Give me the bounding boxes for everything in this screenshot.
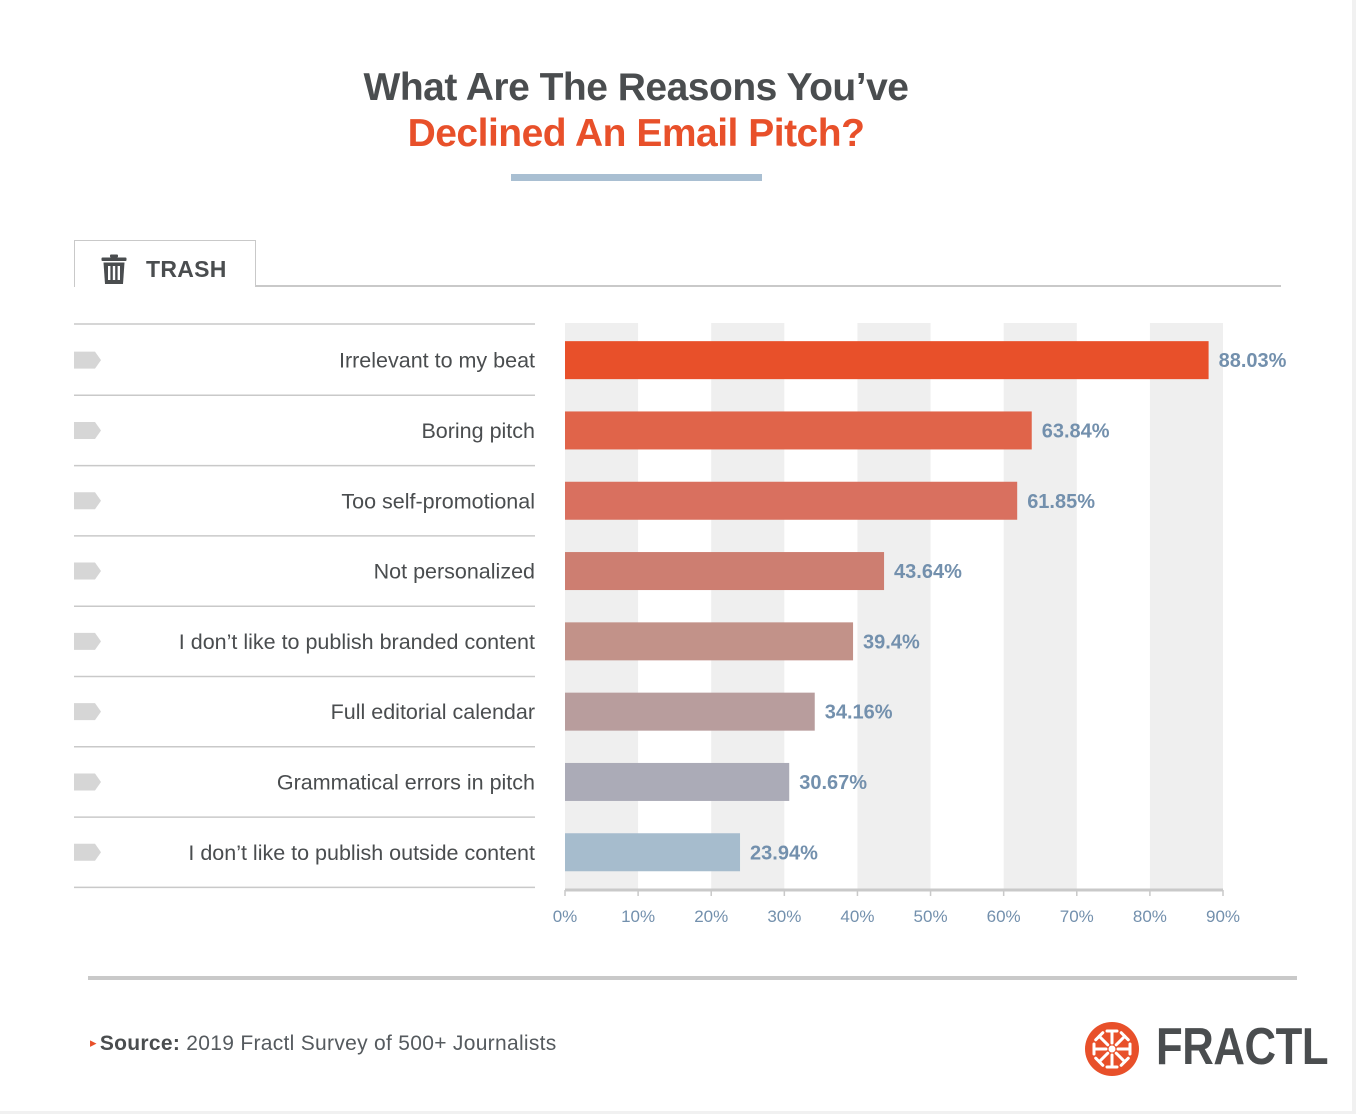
grid-band [857,323,931,890]
logo-ray-cap [1094,1056,1105,1067]
source-note: ▸ Source: 2019 Fractl Survey of 500+ Jour… [90,1032,557,1056]
tag-icon [74,492,101,510]
bar [565,762,790,801]
bar [565,692,815,731]
category-label: Grammatical errors in pitch [277,770,535,794]
logo-ray-cap [1119,1031,1130,1042]
value-label: 39.4% [863,631,920,653]
chart-title-line-2: Declined An Email Pitch? [407,112,865,155]
tab-baseline [256,285,1281,287]
tag-icon [74,843,101,861]
source-divider [88,976,1297,980]
category-label: Too self-promotional [341,489,535,513]
value-label: 88.03% [1219,350,1287,372]
right-edge [1352,0,1356,1114]
bar [565,833,741,872]
tag-icon [74,562,101,580]
x-tick-label: 30% [767,907,801,926]
value-label: 34.16% [825,702,893,724]
x-tick-label: 10% [621,907,655,926]
tag-icon [74,351,101,369]
category-label: Boring pitch [421,419,535,443]
grid-band [565,323,639,890]
bar [565,552,885,591]
logo-ray-cap [1119,1056,1130,1067]
value-label: 43.64% [894,561,962,583]
x-tick-label: 40% [840,907,874,926]
value-label: 63.84% [1042,420,1110,442]
tab-label: TRASH [146,256,227,282]
source-lead: Source: [99,1032,181,1055]
logo-ray-cap [1094,1031,1105,1042]
value-label: 30.67% [799,772,867,794]
bottom-edge [0,1111,1356,1114]
category-label: Not personalized [374,560,535,584]
x-tick-label: 70% [1060,907,1094,926]
bar [565,411,1032,450]
category-label: I don’t like to publish branded content [179,630,535,654]
trash-tab[interactable]: TRASH [74,240,256,287]
x-tick-label: 60% [987,907,1021,926]
trash-icon [101,254,127,284]
category-label: Full editorial calendar [331,700,535,724]
logo-ray [1097,1034,1110,1047]
x-tick-label: 0% [553,907,578,926]
x-tick-label: 80% [1133,907,1167,926]
logo-ray [1114,1051,1127,1064]
bar [565,341,1209,380]
x-tick-label: 50% [914,907,948,926]
source-text: 2019 Fractl Survey of 500+ Journalists [186,1032,557,1055]
grid-band [1149,323,1223,890]
tag-icon [74,632,101,650]
value-label: 61.85% [1027,491,1095,513]
bar [565,481,1018,520]
tag-icon [74,421,101,439]
title-underline [511,174,762,181]
category-label: Irrelevant to my beat [339,349,535,373]
logo-ray [1097,1051,1110,1064]
bar [565,622,854,661]
tag-icon [74,703,101,721]
chart-title-line-1: What Are The Reasons You’ve [363,66,909,109]
grid-band [1003,323,1077,890]
brand-name: FRACTL [1156,1018,1329,1076]
value-label: 23.94% [750,842,818,864]
x-tick-label: 20% [694,907,728,926]
fractl-logo-icon [1085,1022,1139,1076]
grid-band [711,323,785,890]
tag-icon [74,773,101,791]
logo-ray [1114,1034,1127,1047]
category-label: I don’t like to publish outside content [188,841,535,865]
source-arrow-icon: ▸ [90,1035,97,1050]
x-tick-label: 90% [1206,907,1240,926]
